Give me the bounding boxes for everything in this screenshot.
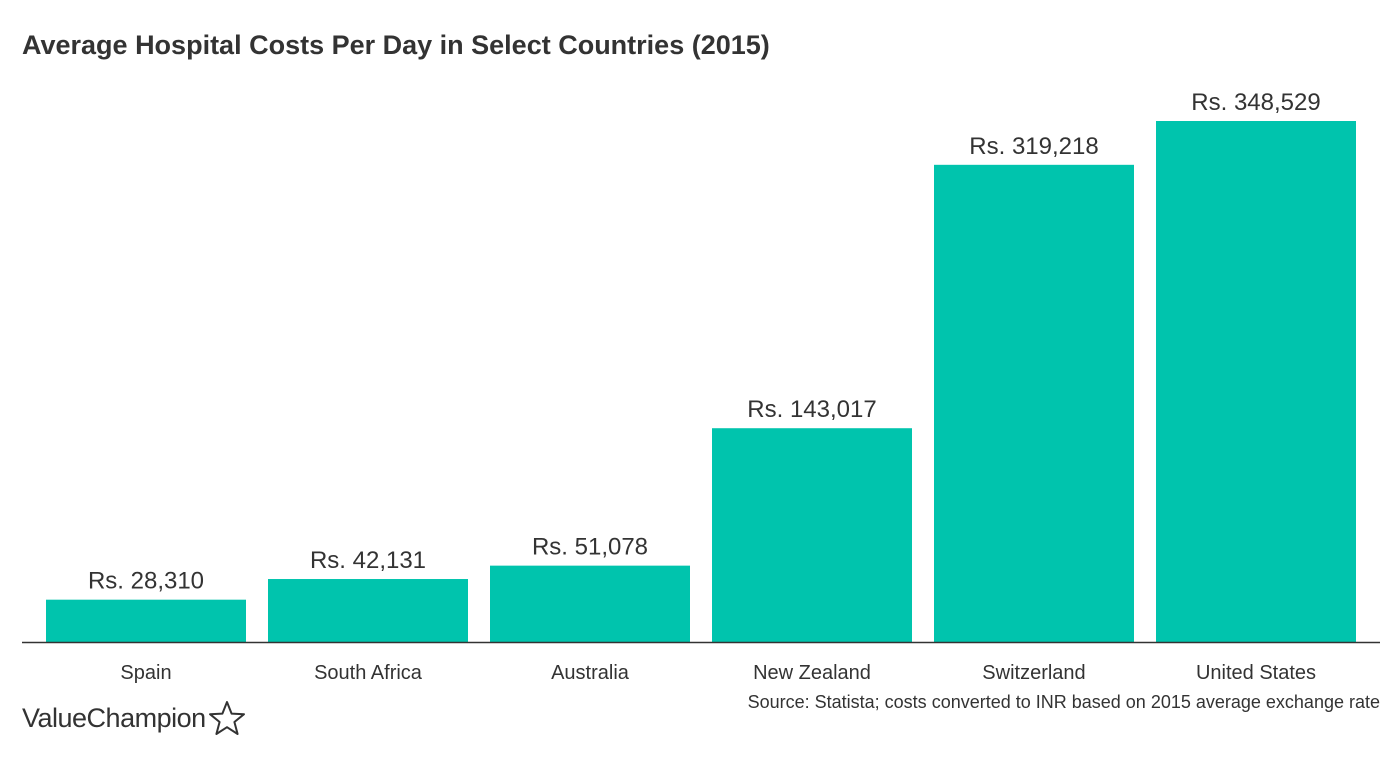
bar (268, 579, 468, 642)
source-note: Source: Statista; costs converted to INR… (747, 692, 1380, 712)
x-tick-label: Switzerland (982, 662, 1085, 684)
brand-name: ValueChampion (22, 702, 206, 733)
bar (712, 428, 912, 642)
brand-logo: ValueChampion (22, 700, 246, 736)
bar-chart: Rs. 28,310 Spain Rs. 42,131 South Africa Rs.… (22, 89, 1380, 684)
data-label: Rs. 319,218 (969, 133, 1098, 160)
bar (1156, 121, 1356, 642)
data-label: Rs. 143,017 (747, 396, 876, 423)
bar (934, 164, 1134, 642)
x-tick-label: New Zealand (753, 662, 871, 684)
x-tick-label: United States (1196, 662, 1316, 684)
bar (46, 599, 246, 642)
star-outline-icon (208, 700, 246, 736)
bar (490, 565, 690, 642)
data-label: Rs. 348,529 (1191, 89, 1320, 116)
data-label: Rs. 51,078 (532, 534, 648, 561)
data-label: Rs. 42,131 (310, 547, 426, 574)
x-tick-label: Spain (120, 662, 171, 684)
data-label: Rs. 28,310 (88, 568, 204, 595)
x-tick-label: South Africa (314, 662, 423, 684)
chart-title: Average Hospital Costs Per Day in Select… (22, 30, 770, 60)
x-tick-label: Australia (551, 662, 630, 684)
